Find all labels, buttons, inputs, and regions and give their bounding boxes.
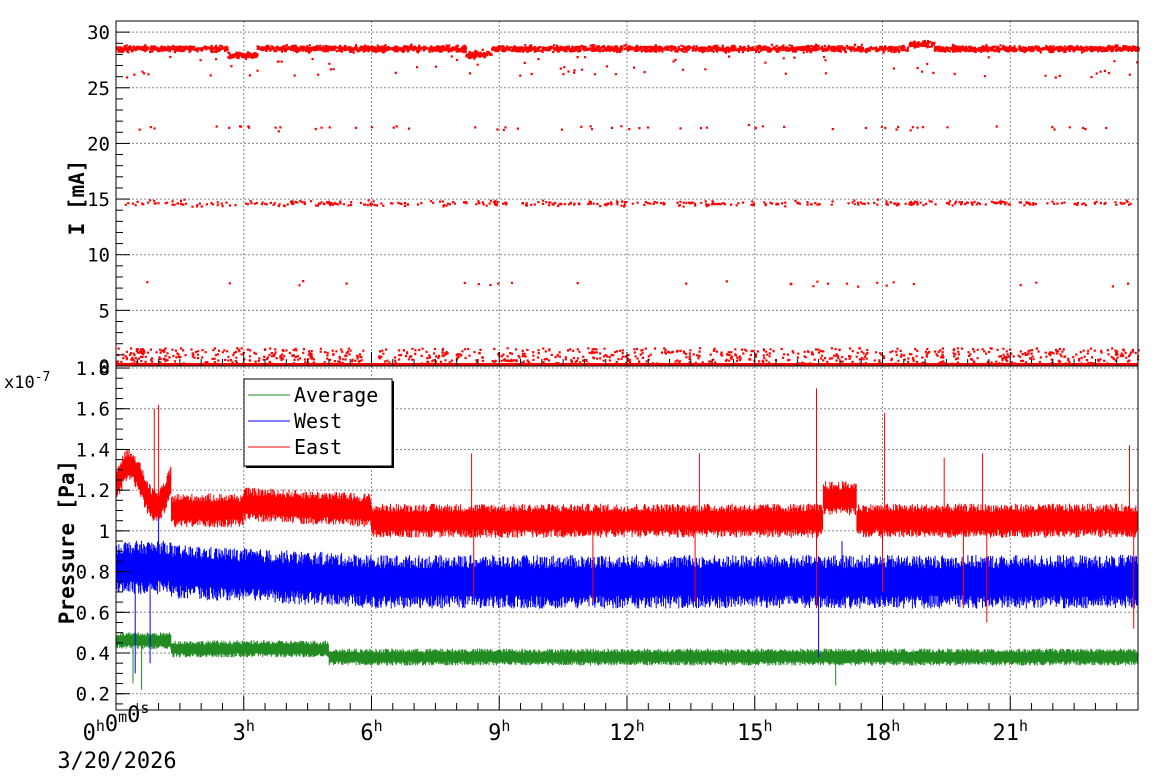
x-tick-label: 6h (360, 717, 382, 746)
x-tick-label: 15h (737, 717, 773, 746)
pressure-y-tick-label: 0.4 (76, 643, 110, 665)
legend-box (243, 378, 393, 467)
pressure-y-tick-label: 0.8 (76, 562, 110, 584)
pressure-y-tick-label: 1.6 (76, 399, 110, 421)
x-axis-date-label: 3/20/2026 (57, 749, 176, 774)
x-tick-label: 3h (233, 717, 255, 746)
x-tick-label: 12h (609, 717, 645, 746)
pressure-series-average (115, 632, 1139, 690)
x-tick-label: 0h0m0s (83, 699, 150, 746)
current-y-tick-label: 25 (87, 78, 110, 100)
pressure-y-tick-label: 1.4 (76, 439, 110, 461)
pressure-y-multiplier: x10-7 (4, 370, 50, 393)
current-y-tick-label: 15 (87, 189, 110, 211)
current-panel: 0 5 10 15 20 25 30 I [mA] (65, 20, 1140, 378)
current-y-tick-label: 0 (99, 356, 110, 378)
pressure-y-tick-label: 1 (99, 521, 110, 543)
pressure-y-tick-label: 0.2 (76, 684, 110, 706)
pressure-y-tick-label: 1.8 (76, 358, 110, 380)
current-y-tick-label: 5 (99, 300, 110, 322)
current-y-axis-label: I [mA] (65, 160, 89, 236)
pressure-y-tick-label: 1.2 (76, 480, 110, 502)
legend-label-average: Average (294, 383, 378, 407)
current-y-tick-label: 10 (87, 245, 110, 267)
current-y-tick-label: 30 (87, 22, 110, 44)
x-tick-label: 18h (865, 717, 901, 746)
current-y-tick-label: 20 (87, 133, 110, 155)
legend-label-east: East (294, 435, 342, 459)
x-tick-label: 9h (488, 717, 510, 746)
pressure-y-axis-label: Pressure [Pa] (55, 460, 79, 624)
x-tick-label: 21h (992, 717, 1028, 746)
x-axis: 0h0m0s 3h 6h 9h 12h 15h 18h 21h 3/20/2026 (57, 699, 1028, 774)
pressure-y-tick-label: 0.6 (76, 602, 110, 624)
pressure-panel: 0.2 0.4 0.6 0.8 1 1.2 1.4 1.6 1.8 Pressure [Pa] x1… (4, 358, 1139, 711)
legend-label-west: West (294, 409, 342, 433)
current-data-points (116, 39, 1140, 365)
